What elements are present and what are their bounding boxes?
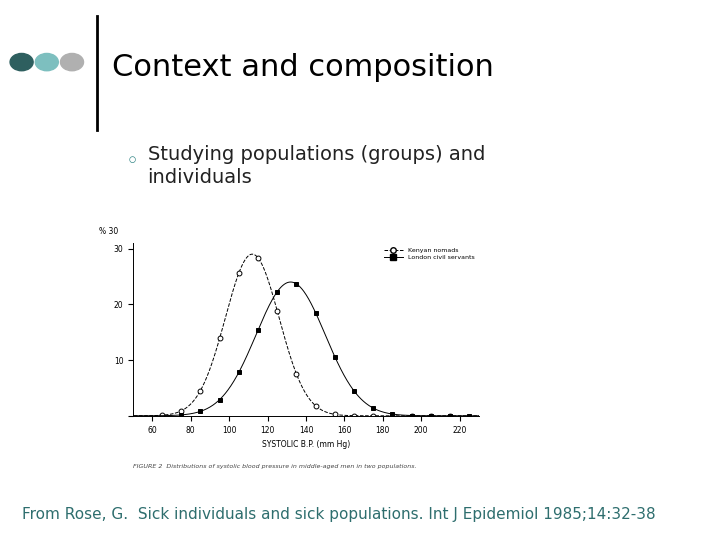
X-axis label: SYSTOLIC B.P. (mm Hg): SYSTOLIC B.P. (mm Hg) xyxy=(262,440,350,449)
Text: individuals: individuals xyxy=(148,167,252,187)
Circle shape xyxy=(60,53,84,71)
Text: Context and composition: Context and composition xyxy=(112,53,493,82)
Text: FIGURE 2  Distributions of systolic blood pressure in middle-aged men in two pop: FIGURE 2 Distributions of systolic blood… xyxy=(133,464,417,469)
Text: % 30: % 30 xyxy=(99,227,118,236)
Circle shape xyxy=(35,53,58,71)
Circle shape xyxy=(10,53,33,71)
Text: From Rose, G.  Sick individuals and sick populations. Int J Epidemiol 1985;14:32: From Rose, G. Sick individuals and sick … xyxy=(22,507,655,522)
Text: Studying populations (groups) and: Studying populations (groups) and xyxy=(148,145,485,165)
Text: ◦: ◦ xyxy=(126,152,139,172)
Legend: Kenyan nomads, London civil servants: Kenyan nomads, London civil servants xyxy=(382,246,476,261)
